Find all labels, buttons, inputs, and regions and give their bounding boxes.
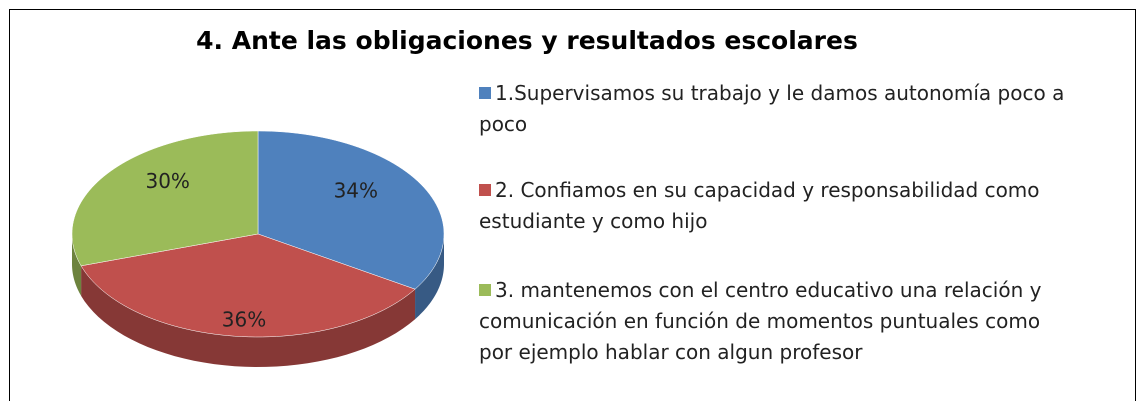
legend-swatch bbox=[479, 87, 491, 99]
slice-side bbox=[415, 234, 444, 320]
pie-slice bbox=[257, 130, 445, 290]
pie-slice bbox=[71, 130, 259, 267]
legend-swatch bbox=[479, 284, 491, 296]
frame bbox=[9, 9, 1136, 401]
legend-label: 3. mantenemos con el centro educativo un… bbox=[479, 278, 1042, 364]
chart-title: 4. Ante las obligaciones y resultados es… bbox=[196, 26, 858, 55]
legend-item: 2. Confiamos en su capacidad y responsab… bbox=[479, 175, 1069, 237]
data-label: 36% bbox=[222, 307, 266, 331]
data-label: 34% bbox=[334, 178, 378, 202]
legend-item: 3. mantenemos con el centro educativo un… bbox=[479, 275, 1069, 368]
legend-swatch bbox=[479, 184, 491, 196]
legend-label: 2. Confiamos en su capacidad y responsab… bbox=[479, 178, 1040, 233]
legend-item: 1.Supervisamos su trabajo y le damos aut… bbox=[479, 78, 1069, 140]
data-label: 30% bbox=[145, 169, 189, 193]
slice-side bbox=[72, 234, 82, 296]
legend-label: 1.Supervisamos su trabajo y le damos aut… bbox=[479, 81, 1065, 136]
slice-side bbox=[81, 265, 416, 367]
pie-slice bbox=[80, 233, 416, 338]
